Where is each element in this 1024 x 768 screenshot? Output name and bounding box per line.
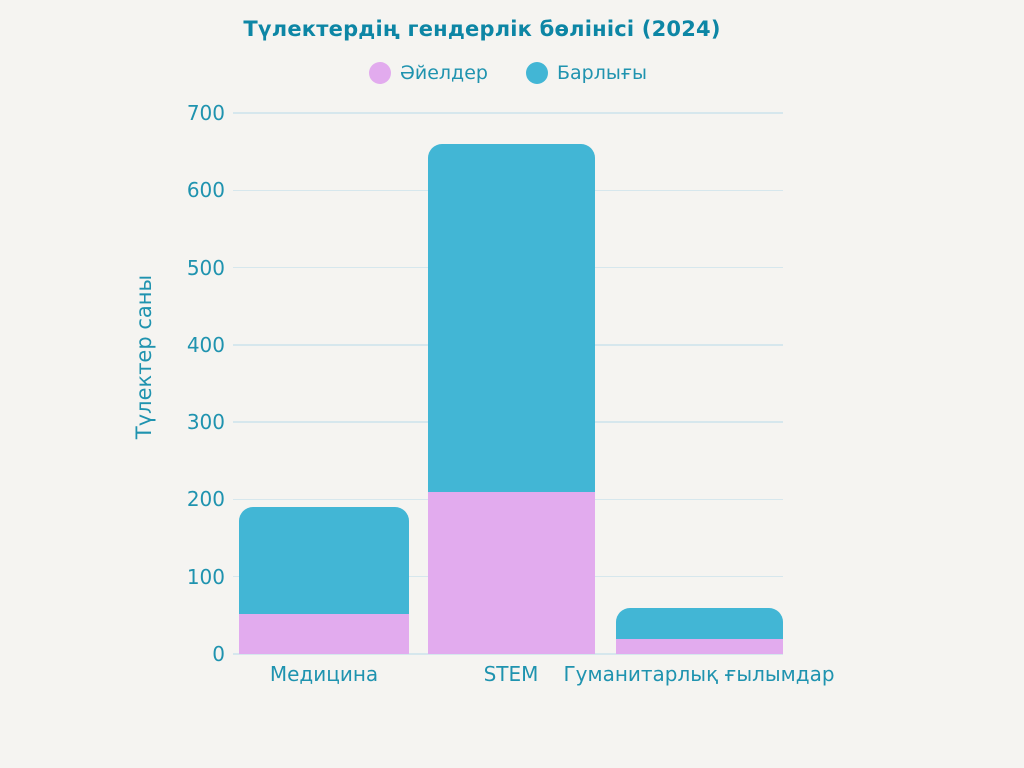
x-label-2: STEM (483, 662, 539, 686)
y-axis-ticks: 0 100 200 300 400 500 600 700 (125, 0, 225, 768)
x-label-3: Гуманитарлық ғылымдар (563, 662, 835, 686)
legend-item-women: Әйелдер (368, 62, 488, 84)
y-tick-label-400: 400 (186, 332, 225, 357)
legend-label: Барлығы (556, 62, 648, 84)
y-tick-label-300: 300 (186, 410, 225, 435)
gridline-0 (233, 653, 783, 655)
y-tick-label-100: 100 (186, 564, 225, 589)
legend: Әйелдер Барлығы (233, 60, 783, 86)
y-tick-label-200: 200 (186, 487, 225, 512)
legend-item-total: Барлығы (525, 62, 648, 84)
legend-label: Әйелдер (399, 62, 488, 84)
y-tick-label-0: 0 (212, 642, 225, 666)
chart-title: Түлектердің гендерлік бөлінісі (2024) (243, 17, 721, 41)
gridline-700 (233, 112, 783, 114)
y-tick-label-700: 700 (186, 101, 225, 125)
x-label-1: Медицина (269, 662, 379, 686)
y-tick-label-600: 600 (186, 178, 225, 203)
legend-dot-icon (525, 62, 548, 84)
x-axis-labels: Медицина STEM Гуманитарлық ғылымдар (233, 662, 835, 692)
bar-women-2 (427, 491, 595, 654)
y-tick-label-500: 500 (186, 255, 225, 280)
bar-women-1 (239, 613, 409, 654)
bar-women-3 (615, 638, 783, 654)
legend-dot-icon (368, 62, 391, 84)
plot-area (233, 112, 783, 655)
